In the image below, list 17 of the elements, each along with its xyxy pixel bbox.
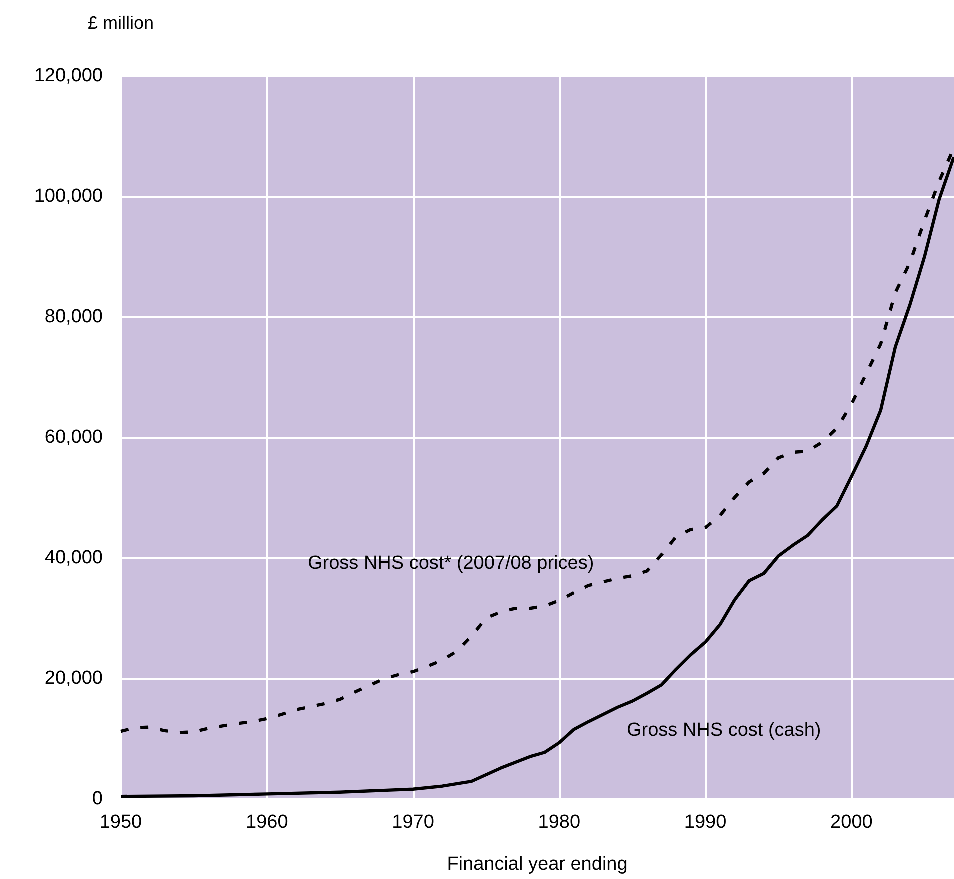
y-tick-label: 100,000 xyxy=(34,186,103,207)
y-tick-label: 0 xyxy=(92,788,103,810)
x-tick-label: 1950 xyxy=(100,812,142,833)
y-tick-label: 80,000 xyxy=(44,306,103,328)
y-tick-label: 40,000 xyxy=(44,548,103,568)
x-tick-label: 1960 xyxy=(246,812,288,833)
y-axis-title: £ million xyxy=(88,13,154,33)
series-label: Gross NHS cost (cash) xyxy=(627,720,822,741)
y-tick-label: 60,000 xyxy=(44,427,103,448)
x-tick-label: 2000 xyxy=(830,812,873,833)
series-label: Gross NHS cost* (2007/08 prices) xyxy=(308,553,594,574)
x-axis-title: Financial year ending xyxy=(447,854,628,875)
y-tick-label: 120,000 xyxy=(34,66,103,86)
x-tick-label: 1980 xyxy=(538,812,581,833)
x-tick-label: 1990 xyxy=(684,812,727,833)
y-tick-label: 20,000 xyxy=(44,668,103,689)
x-tick-label: 1970 xyxy=(392,812,434,833)
